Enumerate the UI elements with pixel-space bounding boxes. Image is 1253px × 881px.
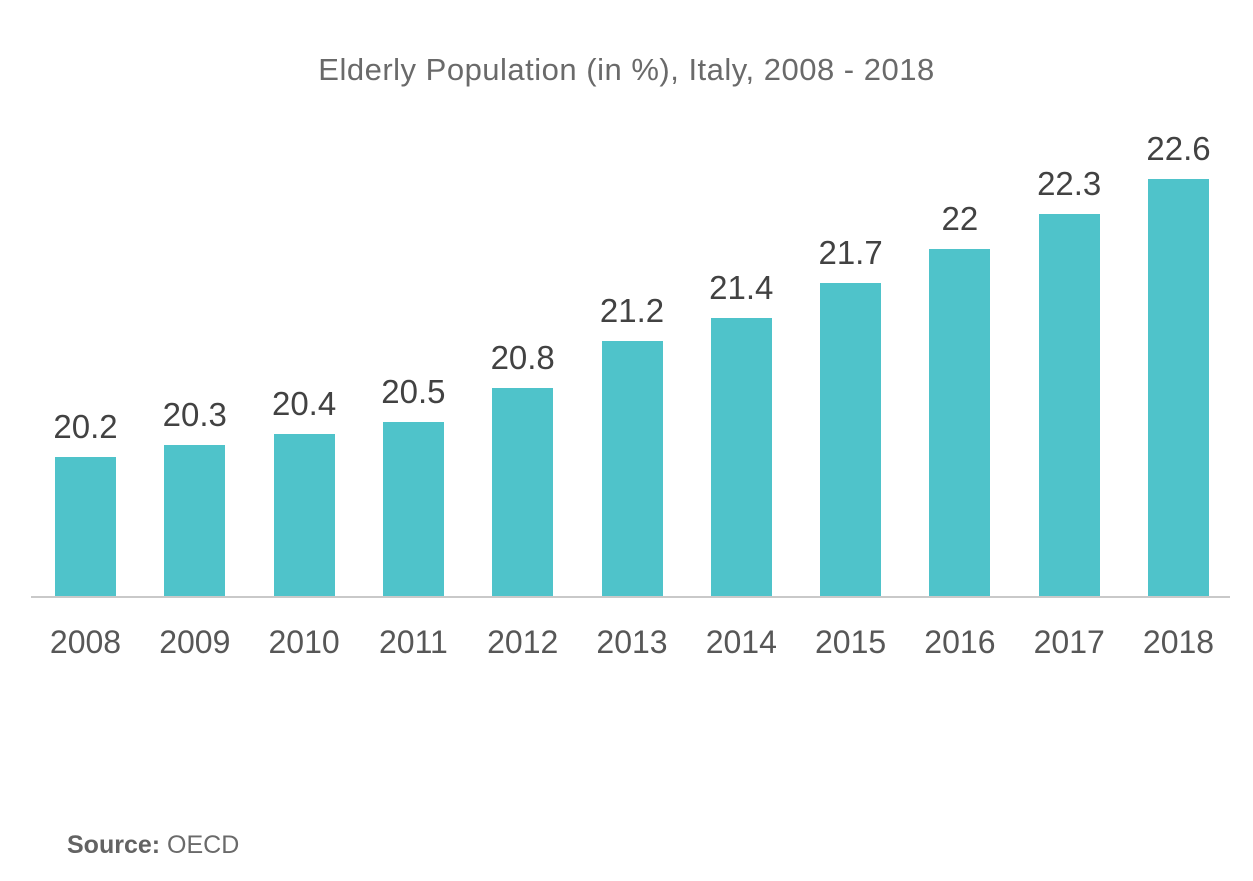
bar-2013 xyxy=(601,341,663,596)
bar-2012 xyxy=(492,388,554,596)
value-label-2014: 21.4 xyxy=(709,269,774,306)
x-axis-label-2015: 2015 xyxy=(815,624,887,660)
value-label-2012: 20.8 xyxy=(490,339,555,376)
source-label: Source: xyxy=(67,831,161,859)
x-axis-label-2018: 2018 xyxy=(1142,624,1215,660)
bar-2010 xyxy=(273,434,335,596)
bar-2018 xyxy=(1148,179,1209,596)
x-axis-label-2014: 2014 xyxy=(705,624,777,660)
source-note: Source: OECD xyxy=(67,831,239,860)
bar-2011 xyxy=(382,422,444,596)
chart-title: Elderly Population (in %), Italy, 2008 -… xyxy=(318,52,935,87)
x-axis-label-2017: 2017 xyxy=(1033,624,1105,660)
x-axis-line xyxy=(31,596,1230,598)
bar-2008 xyxy=(55,457,116,596)
x-axis-label-2016: 2016 xyxy=(924,624,996,660)
x-axis-label-2010: 2010 xyxy=(268,624,340,660)
bar-2014 xyxy=(710,318,772,596)
value-label-2008: 20.2 xyxy=(53,408,118,445)
value-label-2013: 21.2 xyxy=(599,292,665,329)
value-label-2015: 21.7 xyxy=(818,234,883,271)
bar-2016 xyxy=(929,249,991,596)
bar-2015 xyxy=(820,283,882,596)
value-label-2016: 22 xyxy=(941,200,979,237)
bar-2009 xyxy=(164,445,226,596)
value-label-2017: 22.3 xyxy=(1037,165,1102,202)
x-axis-label-2013: 2013 xyxy=(596,624,668,660)
x-axis-label-2008: 2008 xyxy=(49,624,122,660)
x-axis-label-2012: 2012 xyxy=(487,624,559,660)
value-label-2018: 22.6 xyxy=(1146,130,1211,167)
x-axis-label-2009: 2009 xyxy=(159,624,231,660)
bar-2017 xyxy=(1038,214,1100,596)
value-label-2010: 20.4 xyxy=(271,385,337,422)
x-axis-label-2011: 2011 xyxy=(378,624,448,660)
value-label-2011: 20.5 xyxy=(381,373,446,410)
value-label-2009: 20.3 xyxy=(162,396,227,433)
source-value: OECD xyxy=(160,831,240,859)
